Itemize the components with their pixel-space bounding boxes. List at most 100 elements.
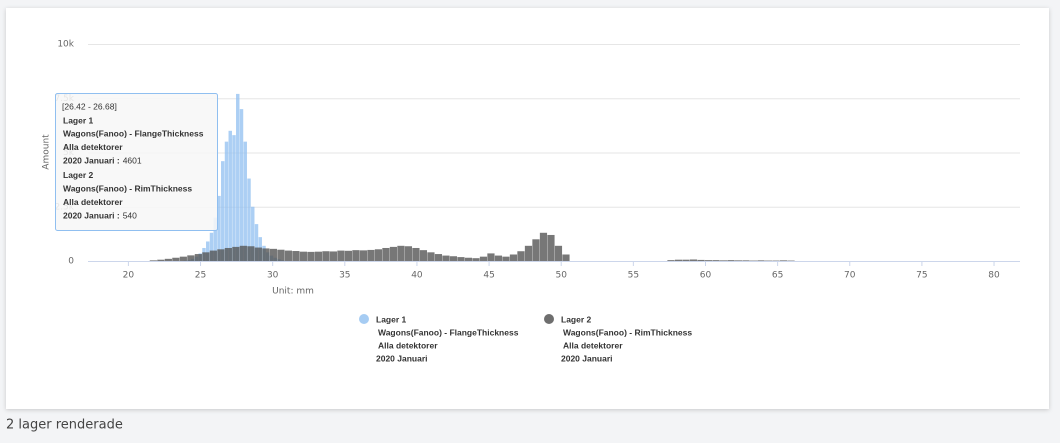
histogram-bar: [502, 256, 510, 261]
histogram-bar: [277, 249, 285, 261]
histogram-bar: [689, 259, 698, 261]
legend-detail: Wagons(Fanoo) - FlangeThickness: [378, 327, 519, 337]
histogram-bar: [532, 239, 540, 261]
histogram-bar: [254, 247, 262, 261]
histogram-bar: [727, 260, 735, 261]
histogram-bar: [494, 255, 503, 261]
legend-label: Lager 1: [376, 314, 407, 324]
histogram-bar: [179, 256, 187, 261]
y-tick-label: 0: [68, 257, 74, 267]
histogram-bar: [704, 260, 713, 261]
histogram-bar: [397, 245, 405, 261]
histogram-bar: [472, 258, 480, 261]
footer: 2 lager renderade: [6, 418, 123, 433]
histogram-bar: [509, 254, 518, 261]
x-axis-title: Unit: mm: [272, 287, 314, 297]
histogram-bar: [206, 241, 210, 261]
histogram-bar: [262, 248, 270, 261]
histogram-bar: [667, 260, 675, 261]
histogram-bar: [757, 260, 765, 261]
histogram-bar: [734, 260, 743, 261]
histogram-bar: [239, 109, 244, 261]
histogram-bar: [157, 259, 165, 261]
histogram-bar: [457, 257, 465, 261]
histogram-bar: [434, 254, 443, 261]
histogram-bar: [697, 259, 705, 261]
histogram-bar: [517, 251, 525, 261]
tooltip-line: Lager 2: [63, 170, 94, 180]
tooltip-line: Alla detektorer: [63, 197, 123, 207]
x-tick-label: 35: [339, 271, 350, 281]
x-tick-label: 45: [483, 271, 494, 281]
histogram-bar: [251, 206, 255, 261]
histogram-bar: [314, 251, 322, 261]
tooltip-box: [55, 93, 218, 231]
legend-detail: Wagons(Fanoo) - RimThickness: [563, 327, 692, 337]
histogram-bar: [674, 259, 683, 261]
histogram-bar: [221, 161, 225, 261]
tooltip-line: Alla detektorer: [63, 142, 123, 152]
tooltip-value: 4601: [123, 155, 142, 165]
histogram-bar: [172, 257, 180, 261]
histogram-bar: [524, 245, 533, 261]
x-tick-label: 50: [555, 271, 567, 281]
histogram-bar: [209, 232, 214, 261]
histogram-bar: [232, 246, 240, 261]
histogram-bar: [209, 250, 217, 261]
histogram-bar: [374, 249, 383, 261]
y-tick-label: 10k: [57, 40, 74, 50]
histogram-bar: [344, 250, 353, 261]
x-tick-label: 40: [411, 271, 423, 281]
histogram-bar: [352, 250, 360, 261]
histogram-bar: [404, 246, 413, 261]
tooltip-line: Wagons(Fanoo) - RimThickness: [63, 183, 192, 193]
tooltip-label: 2020 Januari :: [63, 210, 120, 220]
histogram-bar: [419, 250, 428, 261]
histogram-bar: [779, 260, 788, 261]
histogram-bar: [412, 247, 420, 261]
histogram-bar: [194, 254, 202, 261]
y-axis-title: Amount: [42, 134, 52, 170]
histogram-bar: [464, 257, 473, 261]
histogram-bar: [547, 234, 555, 261]
x-tick-label: 80: [988, 271, 1000, 281]
histogram-bar: [322, 251, 330, 261]
histogram-bar: [217, 249, 225, 261]
histogram-bar: [232, 135, 236, 261]
histogram-bar: [442, 255, 450, 261]
histogram-bar: [712, 260, 720, 261]
tooltip-range: [26.42 - 26.68]: [62, 101, 117, 111]
histogram-bar: [149, 260, 157, 261]
legend-label: Lager 2: [561, 314, 592, 324]
histogram-bar: [682, 259, 690, 261]
histogram-bar: [254, 224, 259, 261]
legend-detail: Alla detektorer: [378, 340, 438, 350]
tooltip-line: Lager 1: [63, 115, 94, 125]
histogram-bar: [337, 250, 345, 261]
legend-detail: Alla detektorer: [563, 340, 623, 350]
histogram-bar: [367, 249, 375, 261]
legend-symbol: [359, 314, 369, 324]
legend-symbol: [544, 314, 554, 324]
x-tick-label: 30: [267, 271, 279, 281]
x-tick-label: 75: [916, 271, 927, 281]
histogram-bar: [389, 246, 398, 261]
histogram-bar: [247, 178, 251, 261]
histogram-bar: [539, 232, 548, 261]
histogram-bar: [479, 256, 488, 261]
histogram-bar: [554, 245, 563, 261]
histogram-bar: [382, 247, 390, 261]
histogram-bar: [292, 251, 300, 261]
tooltip-line: Wagons(Fanoo) - FlangeThickness: [63, 129, 204, 139]
histogram-bar: [213, 217, 217, 261]
histogram-bar: [487, 253, 495, 261]
histogram-bar: [224, 247, 232, 261]
histogram-bar: [243, 141, 247, 261]
x-tick-label: 65: [772, 271, 783, 281]
x-tick-label: 20: [123, 271, 135, 281]
histogram-bar: [228, 130, 232, 261]
histogram-bar: [562, 254, 570, 261]
histogram-bar: [187, 255, 195, 261]
